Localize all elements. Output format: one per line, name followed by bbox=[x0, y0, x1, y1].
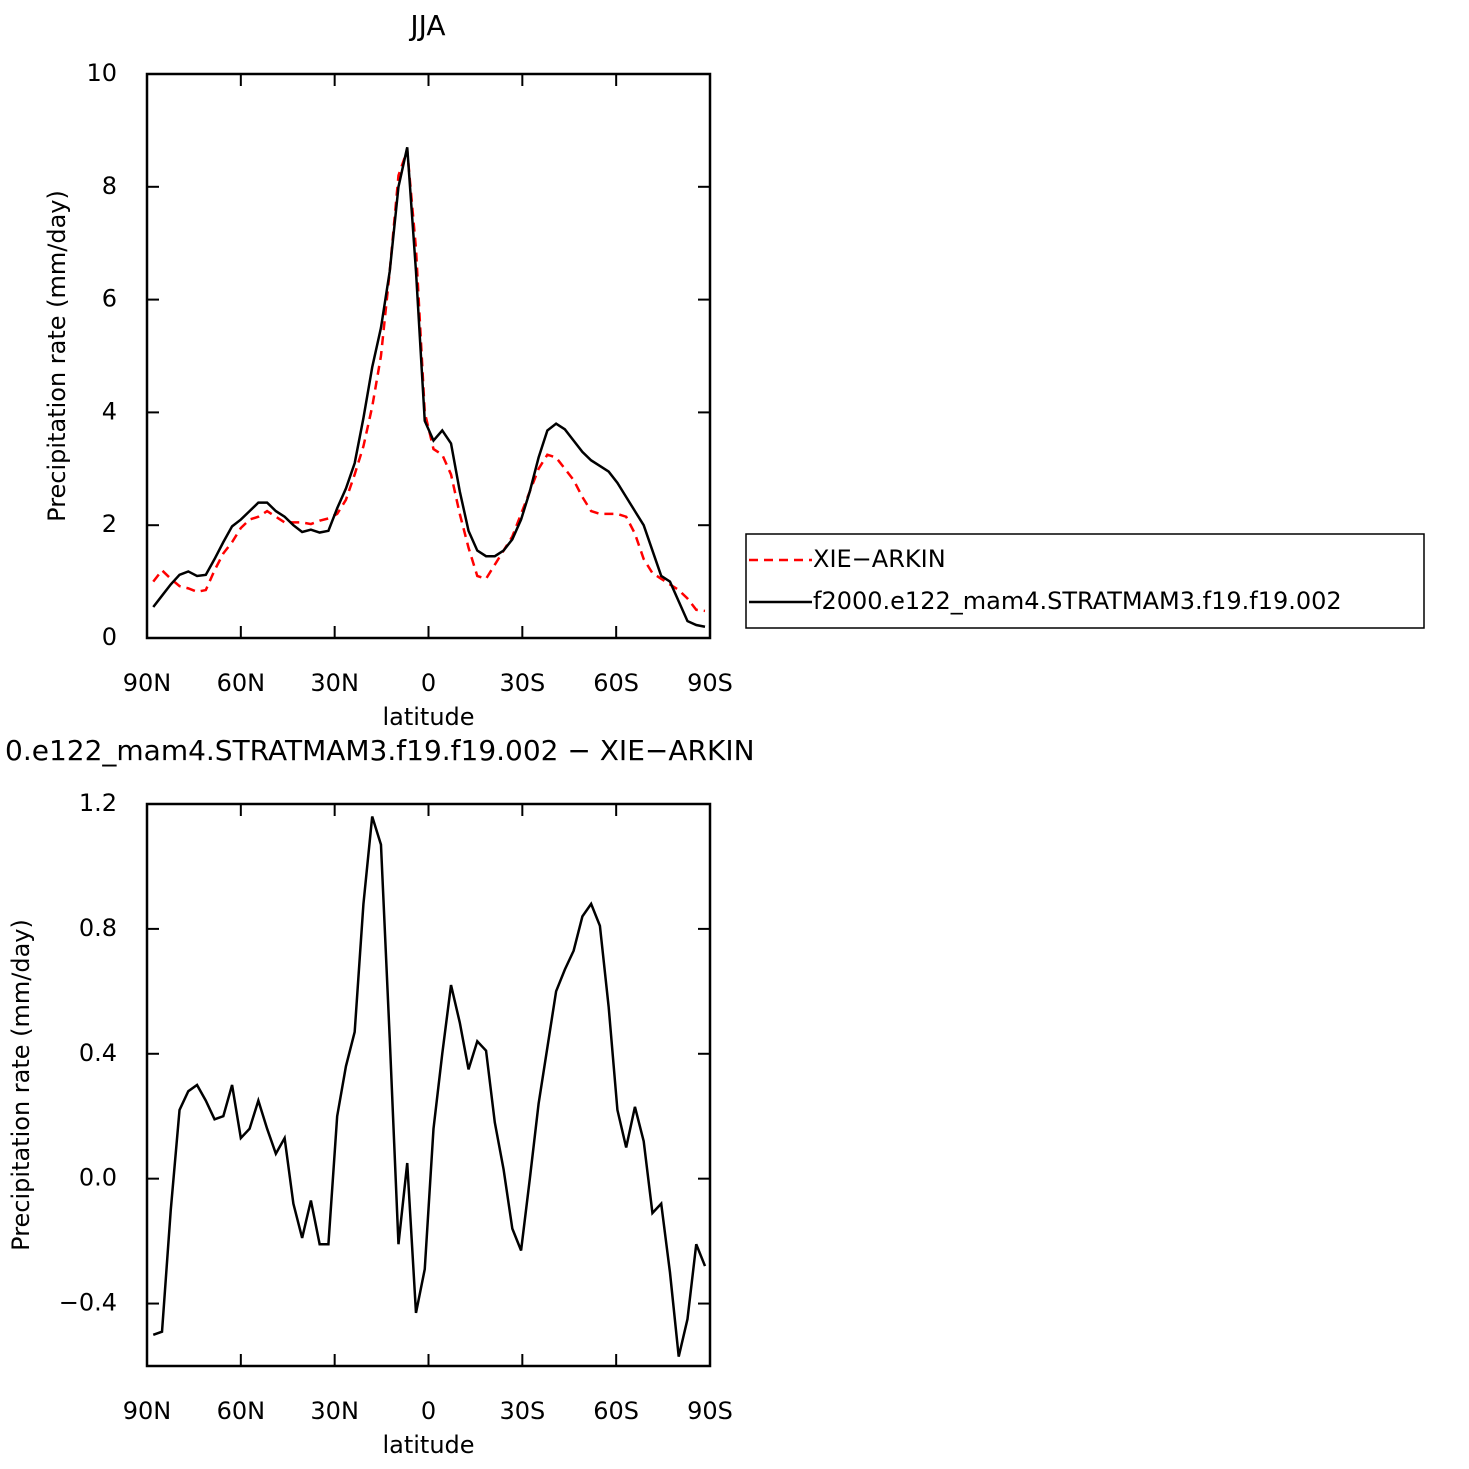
x-tick-label: 60S bbox=[593, 669, 639, 697]
y-tick-label: 6 bbox=[102, 285, 117, 313]
y-axis-label: Precipitation rate (mm/day) bbox=[43, 190, 71, 522]
y-tick-label: 0.0 bbox=[79, 1164, 117, 1192]
y-tick-label: −0.4 bbox=[59, 1289, 117, 1317]
series-line bbox=[152, 149, 706, 613]
legend-label: f2000.e122_mam4.STRATMAM3.f19.f19.002 bbox=[813, 587, 1342, 615]
series-line bbox=[152, 147, 706, 628]
y-tick-label: 10 bbox=[86, 59, 117, 87]
y-tick-label: 1.2 bbox=[79, 789, 117, 817]
y-tick-label: 4 bbox=[102, 397, 117, 425]
series-line bbox=[152, 816, 707, 1357]
y-axis-label: Precipitation rate (mm/day) bbox=[7, 919, 35, 1251]
chart-title: JJA bbox=[408, 9, 445, 42]
x-tick-label: 60N bbox=[217, 1397, 266, 1425]
x-tick-label: 90S bbox=[687, 669, 733, 697]
legend-box bbox=[745, 533, 1425, 629]
x-tick-label: 30S bbox=[499, 1397, 545, 1425]
x-tick-label: 60N bbox=[217, 669, 266, 697]
x-tick-label: 0 bbox=[421, 1397, 436, 1425]
x-axis-label: latitude bbox=[382, 703, 474, 731]
legend-label: XIE−ARKIN bbox=[813, 545, 946, 573]
y-tick-label: 8 bbox=[102, 172, 117, 200]
x-axis-label: latitude bbox=[382, 1431, 474, 1459]
x-tick-label: 30S bbox=[499, 669, 545, 697]
y-tick-label: 2 bbox=[102, 510, 117, 538]
y-tick-label: 0.8 bbox=[79, 914, 117, 942]
y-tick-label: 0 bbox=[102, 623, 117, 651]
chart-title: 0.e122_mam4.STRATMAM3.f19.f19.002 − XIE−… bbox=[5, 734, 755, 767]
x-tick-label: 60S bbox=[593, 1397, 639, 1425]
x-tick-label: 90N bbox=[123, 1397, 172, 1425]
x-tick-label: 30N bbox=[310, 669, 359, 697]
y-tick-label: 0.4 bbox=[79, 1039, 117, 1067]
plot-frame bbox=[145, 72, 712, 640]
x-tick-label: 30N bbox=[310, 1397, 359, 1425]
x-tick-label: 90S bbox=[687, 1397, 733, 1425]
x-tick-label: 0 bbox=[421, 669, 436, 697]
x-tick-label: 90N bbox=[123, 669, 172, 697]
